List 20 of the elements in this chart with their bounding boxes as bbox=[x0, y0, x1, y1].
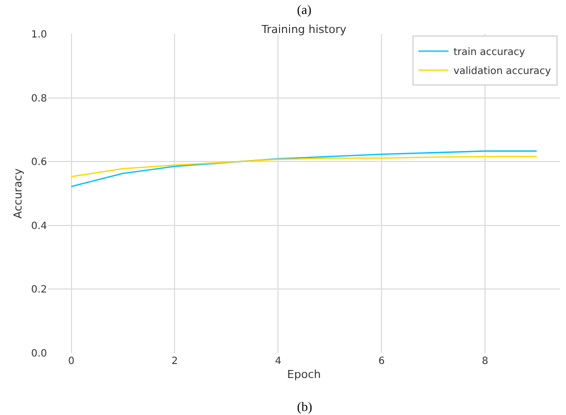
x-tick-label: 2 bbox=[172, 356, 178, 367]
legend-label: train accuracy bbox=[453, 46, 526, 58]
y-tick-label: 0.6 bbox=[31, 157, 47, 168]
x-tick-label: 0 bbox=[68, 356, 74, 367]
chart-title: Training history bbox=[260, 23, 347, 36]
x-axis-title: Epoch bbox=[287, 368, 321, 382]
line-series bbox=[70, 156, 538, 178]
y-tick-label: 0.4 bbox=[31, 220, 47, 232]
line-series bbox=[70, 150, 538, 188]
x-tick-label: 6 bbox=[378, 356, 385, 367]
legend-label: validation accuracy bbox=[453, 66, 552, 77]
y-axis-title: Accuracy bbox=[12, 168, 25, 219]
y-tick-label: 0.0 bbox=[31, 348, 47, 360]
x-tick-label: 8 bbox=[482, 356, 488, 367]
y-tick-label: 0.2 bbox=[31, 284, 47, 296]
text: (b) bbox=[297, 399, 312, 414]
y-tick-label: 1.0 bbox=[31, 30, 47, 40]
y-tick-label: 0.8 bbox=[31, 93, 47, 104]
x-tick-label: 4 bbox=[274, 356, 282, 367]
text: (a) bbox=[297, 2, 312, 17]
